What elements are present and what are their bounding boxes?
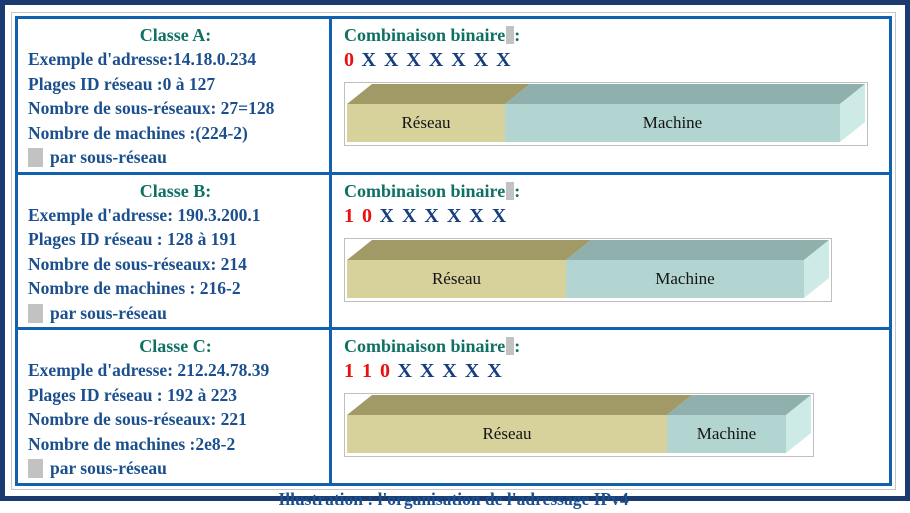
class-a-subnets: Nombre de sous-réseaux: 27=128	[28, 98, 275, 118]
combo-colon: :	[514, 336, 521, 356]
class-c-info-cell: Classe C: Exemple d'adresse: 212.24.78.3…	[18, 330, 332, 483]
class-c-title: Classe C:	[139, 336, 212, 356]
svg-text:Machine: Machine	[655, 269, 714, 288]
class-a-machines: Nombre de machines :(224-2)	[28, 122, 248, 143]
svg-text:Réseau: Réseau	[432, 269, 482, 288]
class-b-bar-image: Réseau Machine	[344, 237, 832, 302]
class-a-range: Plages ID réseau :0 à 127	[28, 73, 216, 94]
combo-label: Combinaison binaire	[344, 25, 506, 45]
class-a-info-cell: Classe A: Exemple d'adresse:14.18.0.234 …	[18, 19, 332, 172]
cursor-block	[506, 26, 515, 44]
class-a-combo-title: Combinaison binaire:	[344, 23, 883, 47]
class-b-per-subnet: par sous-réseau	[50, 302, 167, 323]
missing-glyph-block	[28, 303, 43, 323]
figure-caption: Illustration : l'organisation de l'adres…	[278, 488, 629, 509]
binary-variable-bits: X X X X X X X	[361, 49, 513, 71]
class-b-range: Plages ID réseau : 128 à 191	[28, 229, 238, 249]
svg-text:Réseau: Réseau	[482, 424, 532, 443]
cursor-block	[506, 337, 515, 355]
class-b-subnets: Nombre de sous-réseaux: 214	[28, 253, 247, 274]
class-b-network-machine-bar: Réseau Machine	[347, 239, 829, 298]
combo-colon: :	[514, 180, 521, 201]
combo-colon: :	[514, 25, 521, 45]
svg-text:Machine: Machine	[697, 424, 756, 443]
class-a-per-subnet: par sous-réseau	[50, 147, 167, 167]
class-a-bar-image: Réseau Machine	[344, 82, 868, 146]
gray-content-frame: Classe A: Exemple d'adresse:14.18.0.234 …	[11, 12, 896, 509]
class-row-b: Classe B: Exemple d'adresse: 190.3.200.1…	[18, 174, 889, 330]
svg-text:Réseau: Réseau	[401, 113, 451, 132]
binary-variable-bits: X X X X X	[397, 360, 504, 382]
class-a-title: Classe A:	[139, 25, 212, 45]
cursor-block	[506, 181, 515, 200]
missing-glyph-block	[28, 148, 43, 167]
combo-label: Combinaison binaire	[344, 180, 506, 201]
class-b-per-subnet-line: par sous-réseau	[28, 301, 323, 326]
class-b-combo-title: Combinaison binaire:	[344, 179, 883, 203]
class-c-machines: Nombre de machines :2e8-2	[28, 433, 236, 454]
binary-fixed-bits: 1 1 0	[344, 360, 392, 382]
combo-label: Combinaison binaire	[344, 336, 506, 356]
class-a-per-subnet-line: par sous-réseau	[28, 145, 323, 170]
class-c-per-subnet: par sous-réseau	[50, 458, 167, 478]
binary-fixed-bits: 0	[344, 49, 356, 71]
class-c-subnets: Nombre de sous-réseaux: 221	[28, 409, 247, 429]
class-c-bar-image: Réseau Machine	[344, 393, 814, 457]
missing-glyph-block	[28, 459, 43, 478]
class-c-per-subnet-line: par sous-réseau	[28, 456, 323, 481]
class-c-network-machine-bar: Réseau Machine	[347, 395, 811, 453]
class-c-combo-title: Combinaison binaire:	[344, 334, 883, 358]
class-c-range: Plages ID réseau : 192 à 223	[28, 384, 238, 405]
class-b-info-cell: Classe B: Exemple d'adresse: 190.3.200.1…	[18, 174, 332, 327]
ipv4-class-table: Classe A: Exemple d'adresse:14.18.0.234 …	[15, 16, 892, 486]
class-c-example: Exemple d'adresse: 212.24.78.39	[28, 360, 270, 380]
binary-variable-bits: X X X X X X	[379, 204, 508, 227]
class-a-example: Exemple d'adresse:14.18.0.234	[28, 49, 257, 69]
class-a-network-machine-bar: Réseau Machine	[347, 84, 865, 142]
class-row-a: Classe A: Exemple d'adresse:14.18.0.234 …	[18, 19, 889, 175]
svg-text:Machine: Machine	[643, 113, 702, 132]
class-b-example: Exemple d'adresse: 190.3.200.1	[28, 204, 261, 225]
class-row-c: Classe C: Exemple d'adresse: 212.24.78.3…	[18, 330, 889, 483]
binary-fixed-bits: 1 0	[344, 204, 374, 227]
class-b-title: Classe B:	[139, 180, 212, 201]
class-b-machines: Nombre de machines : 216-2	[28, 278, 241, 298]
